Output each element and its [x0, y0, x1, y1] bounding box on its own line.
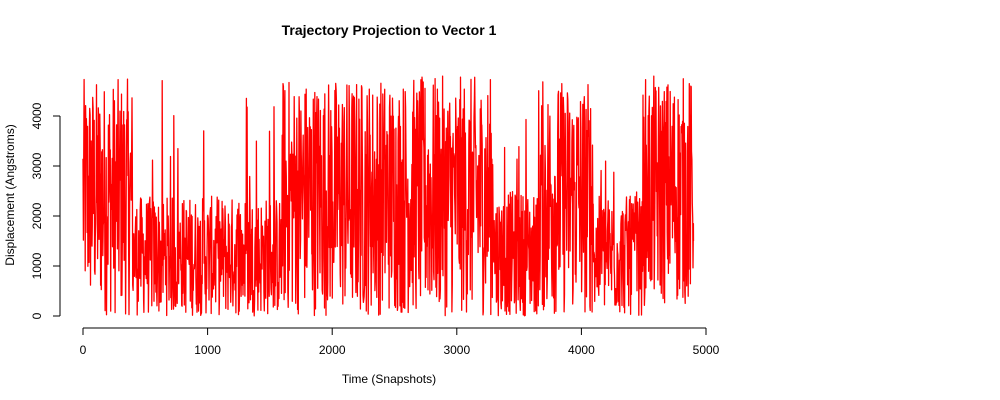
- x-tick-label: 5000: [693, 343, 720, 357]
- y-ticks: 0 1000 2000 3000 4000: [30, 102, 60, 319]
- series-line-1: [82, 75, 695, 317]
- x-tick-label: 0: [80, 343, 87, 357]
- y-axis-label: Displacement (Angstroms): [3, 124, 17, 265]
- series-group: [82, 75, 695, 317]
- y-tick-label: 1000: [30, 252, 44, 279]
- y-tick-label: 2000: [30, 202, 44, 229]
- x-ticks: 0 1000 2000 3000 4000 5000: [80, 328, 720, 357]
- y-tick-label: 0: [30, 312, 44, 319]
- x-tick-label: 1000: [194, 343, 221, 357]
- y-tick-label: 4000: [30, 102, 44, 129]
- x-tick-label: 4000: [568, 343, 595, 357]
- x-tick-label: 3000: [443, 343, 470, 357]
- y-tick-label: 3000: [30, 152, 44, 179]
- x-axis-label: Time (Snapshots): [342, 372, 436, 386]
- chart-title: Trajectory Projection to Vector 1: [282, 22, 497, 38]
- x-tick-label: 2000: [319, 343, 346, 357]
